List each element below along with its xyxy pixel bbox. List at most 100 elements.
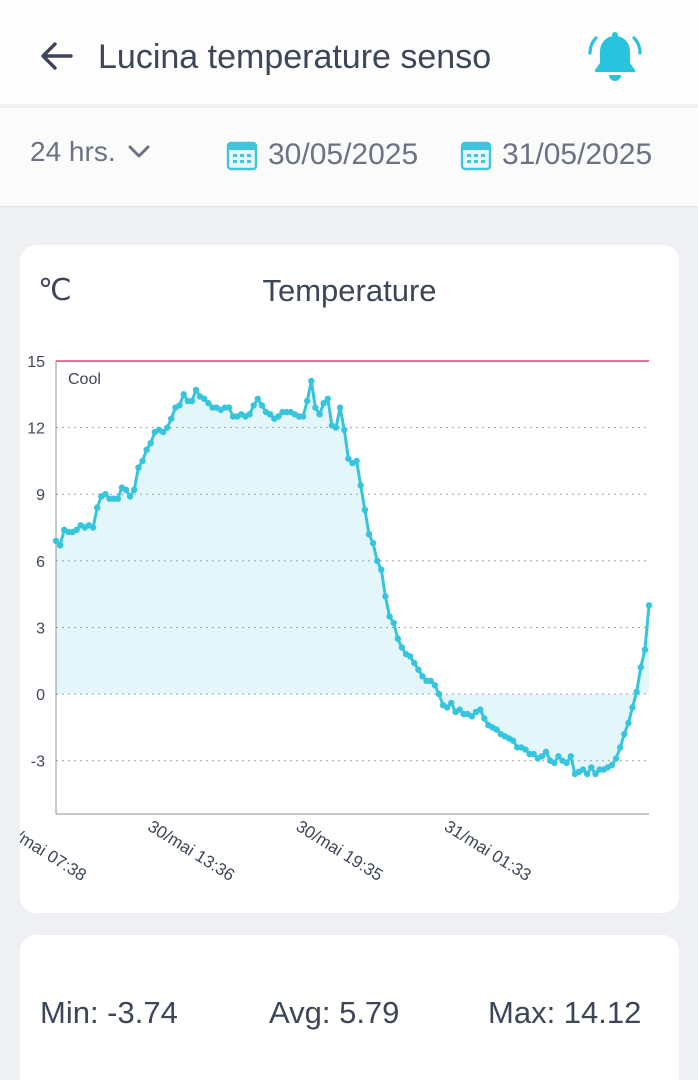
alerts-button[interactable] bbox=[586, 30, 644, 86]
data-point bbox=[419, 673, 426, 680]
data-point bbox=[509, 737, 517, 744]
data-point bbox=[201, 395, 208, 402]
stats-card: Min: -3.74 Avg: 5.79 Max: 14.12 bbox=[20, 935, 679, 1080]
y-tick-label: -3 bbox=[31, 754, 45, 771]
data-point bbox=[444, 704, 451, 711]
data-point bbox=[407, 653, 414, 660]
data-point bbox=[448, 699, 455, 707]
data-point bbox=[135, 464, 142, 471]
y-tick-label: 12 bbox=[27, 421, 45, 438]
data-point bbox=[188, 397, 196, 405]
data-point bbox=[258, 402, 266, 409]
data-point bbox=[588, 764, 595, 771]
data-point bbox=[621, 730, 628, 738]
data-point bbox=[390, 619, 397, 627]
data-point bbox=[530, 750, 537, 758]
temperature-chart[interactable]: 15 12 9 6 3 0 -3 Cool 30/mai 07:38 30/mai 13:36 30… bbox=[20, 245, 679, 913]
data-point bbox=[584, 770, 591, 778]
data-point bbox=[205, 400, 212, 407]
y-tick-label: 6 bbox=[36, 554, 45, 571]
data-point bbox=[192, 386, 200, 394]
data-point bbox=[299, 413, 307, 420]
chart-unit: ℃ bbox=[38, 274, 72, 307]
data-point bbox=[563, 759, 570, 767]
data-point bbox=[456, 706, 463, 713]
data-point bbox=[126, 493, 134, 500]
data-point bbox=[411, 659, 418, 667]
threshold-label: Cool bbox=[68, 371, 101, 388]
data-point bbox=[369, 539, 377, 547]
calendar-icon bbox=[226, 141, 258, 171]
range-dropdown[interactable]: 24 hrs. bbox=[30, 136, 150, 168]
data-point bbox=[164, 424, 171, 431]
app-header: Lucina temperature senso bbox=[0, 0, 698, 104]
x-tick-label: 30/mai 19:35 bbox=[293, 817, 386, 885]
y-tick-label: 9 bbox=[36, 487, 45, 504]
data-point bbox=[522, 746, 529, 753]
data-point bbox=[324, 395, 331, 402]
data-point bbox=[629, 704, 636, 711]
max-value: Max: 14.12 bbox=[488, 995, 642, 1030]
data-point bbox=[592, 770, 599, 778]
start-date-picker[interactable]: 30/05/2025 bbox=[226, 138, 418, 172]
x-tick-label: 30/mai 13:36 bbox=[145, 817, 238, 885]
data-point bbox=[275, 413, 282, 420]
data-point bbox=[308, 377, 315, 385]
end-date: 31/05/2025 bbox=[502, 138, 653, 171]
data-point bbox=[435, 690, 443, 698]
end-date-picker[interactable]: 31/05/2025 bbox=[460, 138, 652, 172]
chart-title: Temperature bbox=[262, 273, 437, 308]
data-point bbox=[320, 400, 327, 407]
data-point bbox=[579, 766, 587, 773]
data-point bbox=[114, 495, 122, 502]
data-point bbox=[254, 395, 261, 402]
calendar-icon bbox=[460, 141, 492, 171]
filter-bar: 24 hrs. 30/05/2025 31/05/2025 bbox=[0, 108, 698, 206]
data-point bbox=[551, 759, 558, 767]
data-point bbox=[382, 593, 389, 600]
data-point bbox=[567, 753, 574, 760]
data-point bbox=[73, 526, 80, 533]
data-point bbox=[431, 682, 439, 689]
data-point bbox=[180, 391, 187, 398]
data-point bbox=[56, 542, 64, 549]
data-point bbox=[159, 428, 167, 436]
y-tick-label: 0 bbox=[36, 687, 45, 704]
x-tick-label: 31/mai 01:33 bbox=[441, 817, 534, 885]
avg-value: Avg: 5.79 bbox=[269, 995, 400, 1030]
data-point bbox=[493, 726, 500, 733]
data-point bbox=[143, 446, 150, 453]
data-point bbox=[477, 706, 484, 713]
data-point bbox=[645, 602, 653, 609]
data-point bbox=[374, 557, 381, 565]
min-value: Min: -3.74 bbox=[40, 995, 178, 1030]
data-point bbox=[102, 491, 109, 498]
data-point bbox=[225, 404, 233, 411]
start-date: 30/05/2025 bbox=[268, 138, 419, 171]
data-point bbox=[427, 677, 434, 684]
data-point bbox=[147, 440, 154, 447]
data-point bbox=[52, 537, 60, 545]
back-button[interactable] bbox=[36, 36, 76, 76]
data-point bbox=[538, 753, 546, 760]
data-point bbox=[353, 457, 360, 465]
y-tick-label: 3 bbox=[36, 620, 45, 637]
data-point bbox=[250, 402, 257, 409]
range-label: 24 hrs. bbox=[30, 136, 116, 167]
data-point bbox=[481, 715, 488, 722]
data-point bbox=[341, 426, 348, 433]
data-point bbox=[608, 761, 616, 769]
data-point bbox=[357, 482, 364, 489]
data-point bbox=[122, 486, 130, 493]
data-point bbox=[131, 486, 138, 493]
data-point bbox=[176, 402, 183, 409]
data-point bbox=[542, 748, 550, 755]
data-point bbox=[304, 397, 311, 405]
data-point bbox=[89, 524, 97, 531]
data-point bbox=[641, 646, 649, 653]
chart-card: 15 12 9 6 3 0 -3 Cool 30/mai 07:38 30/mai 13:36 30… bbox=[20, 245, 679, 913]
data-point bbox=[345, 455, 352, 462]
data-point bbox=[361, 506, 369, 513]
area-fill bbox=[56, 381, 649, 774]
data-point bbox=[398, 644, 406, 651]
